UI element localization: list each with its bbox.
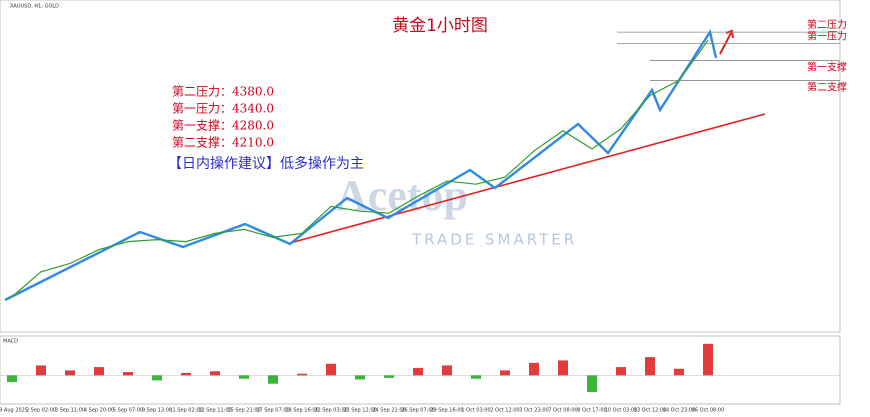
level-name: 第二压力 [807,18,847,31]
macd-bar [384,375,394,378]
x-tick-label: 2 Oct 12:00 [490,408,519,414]
macd-bar [297,373,307,376]
x-tick-label: 8 Oct 17:00 [577,408,606,414]
level-name: 第二支撑 [807,80,847,93]
macd-bar [65,370,75,376]
macd-bar [413,367,423,376]
watermark-sub: TRADE SMARTER [411,231,577,249]
macd-bar [587,375,597,393]
macd-bar [442,365,452,376]
macd-bar [326,363,336,376]
chart-title: 黄金1小时图 [392,16,488,36]
macd-bar [36,365,46,376]
x-tick-label: 3 Sep 11:00 [55,408,85,414]
x-tick-label: 18 Sep 16:00 [285,408,318,414]
x-tick-label: 11 Sep 02:00 [169,408,202,414]
macd-bar [529,362,539,376]
x-tick-label: 9 Sep 13:00 [142,408,172,414]
x-tick-label: 24 Sep 21:00 [372,408,405,414]
x-tick-label: 3 Oct 23:00 [519,408,548,414]
x-tick-label: 29 Aug 2025 [0,408,28,414]
x-tick-label: 17 Sep 07:00 [256,408,289,414]
x-tick-label: 26 Sep 07:00 [401,408,434,414]
macd-bar [123,372,133,376]
x-tick-label: 12 Sep 11:00 [198,408,231,414]
main-panel [0,0,841,333]
macd-bar [239,375,249,379]
macd-bar [645,357,655,376]
macd-bar [94,367,104,376]
macd-bar [558,360,568,376]
x-tick-label: 1 Oct 03:00 [461,408,490,414]
level-name: 第一支撑 [807,61,847,74]
macd-bar [500,370,510,376]
level-label: 第一支撑：4280.0 [172,118,274,133]
x-tick-label: 2 Sep 02:00 [26,408,56,414]
x-tick-label: 4 Sep 20:00 [84,408,114,414]
x-tick-label: 13 Oct 12:00 [634,408,667,414]
x-tick-label: 10 Oct 03:00 [605,408,638,414]
macd-bar [355,375,365,380]
trend-line [289,113,766,244]
macd-bar [268,375,278,384]
x-tick-label: 5 Sep 07:00 [113,408,143,414]
macd-bar [471,375,481,379]
x-tick-label: 7 Oct 08:00 [548,408,577,414]
x-tick-label: 16 Oct 08:00 [692,408,725,414]
symbol: XAUUSD, H1: GOLD [10,4,59,10]
macd-bar [152,375,162,381]
level-label: 第二支撑：4210.0 [172,135,274,150]
macd-bar [7,375,17,383]
macd-bar [181,372,191,376]
advice: 【日内操作建议】低多操作为主 [168,155,364,172]
macd-panel [0,335,841,405]
x-tick-label: 29 Sep 16:00 [430,408,463,414]
macd-bar [210,371,220,376]
wave-path [4,28,718,302]
x-tick-label: 14 Oct 23:00 [663,408,696,414]
x-tick-label: 15 Sep 21:00 [227,408,260,414]
level-label: 第一压力：4340.0 [172,102,274,116]
macd-bar [616,367,626,376]
level-label: 第二压力：4380.0 [172,85,274,99]
macd-bar [703,343,713,376]
x-tick-label: 23 Sep 12:00 [343,408,376,414]
price-line [11,40,709,298]
macd-bar [674,368,684,376]
x-tick-label: 22 Sep 03:00 [314,408,347,414]
macd-name: MACD [3,339,18,345]
level-name: 第一压力 [807,29,847,42]
up-arrow [719,30,733,55]
